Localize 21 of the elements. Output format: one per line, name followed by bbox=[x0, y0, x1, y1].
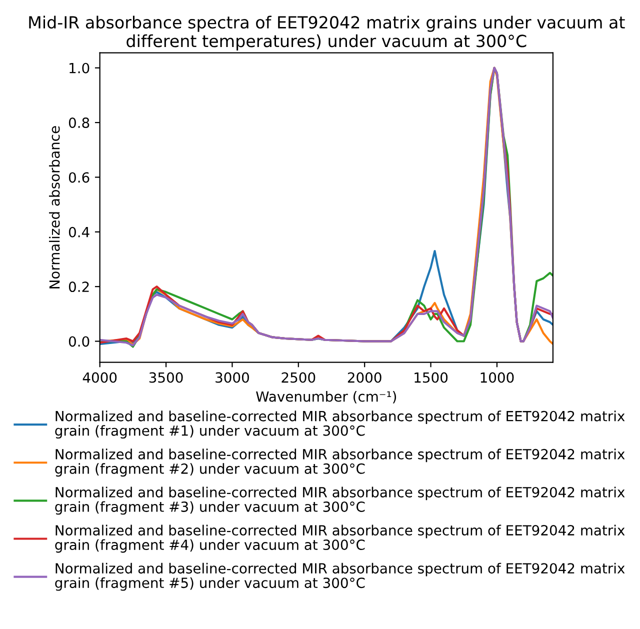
chart-title: Mid-IR absorbance spectra of EET92042 matrix grains under vacuum at different temperatures) under vacuum at 300°C bbox=[29, 16, 625, 50]
y-tick-label: 0.8 bbox=[68, 118, 90, 128]
x-axis-title: Wavenumber (cm⁻¹) bbox=[256, 391, 396, 404]
x-tick-label: 2500 bbox=[282, 372, 316, 383]
legend-label: Normalized and baseline-corrected MIR absorbance spectrum of EET92042 matrix grain (fragment #4) under vacuum at 300°C bbox=[55, 524, 625, 553]
y-tick-label: 0.6 bbox=[68, 172, 90, 183]
y-tick-label: 1.0 bbox=[70, 62, 90, 74]
y-axis-title: Normalized absorbance bbox=[49, 126, 60, 288]
x-tick-label: 2000 bbox=[348, 372, 382, 383]
y-tick-label: 0.0 bbox=[68, 336, 90, 347]
x-tick-label: 1500 bbox=[414, 372, 448, 383]
x-tick-label: 4000 bbox=[82, 372, 117, 383]
legend-label: Normalized and baseline-corrected MIR absorbance spectrum of EET92042 matrix grain (fragment #1) under vacuum at 300°C bbox=[55, 410, 625, 439]
y-tick-label: 0.2 bbox=[68, 282, 89, 292]
y-tick-label: 0.4 bbox=[68, 226, 90, 238]
legend-label: Normalized and baseline-corrected MIR absorbance spectrum of EET92042 matrix grain (fragment #5) under vacuum at 300°C bbox=[55, 562, 625, 591]
x-tick-label: 3500 bbox=[149, 372, 183, 383]
legend-label: Normalized and baseline-corrected MIR absorbance spectrum of EET92042 matrix grain (fragment #2) under vacuum at 300°C bbox=[55, 448, 625, 477]
legend-label: Normalized and baseline-corrected MIR absorbance spectrum of EET92042 matrix grain (fragment #3) under vacuum at 300°C bbox=[55, 486, 625, 515]
x-tick-label: 3000 bbox=[216, 372, 249, 383]
x-tick-label: 1000 bbox=[480, 372, 514, 383]
